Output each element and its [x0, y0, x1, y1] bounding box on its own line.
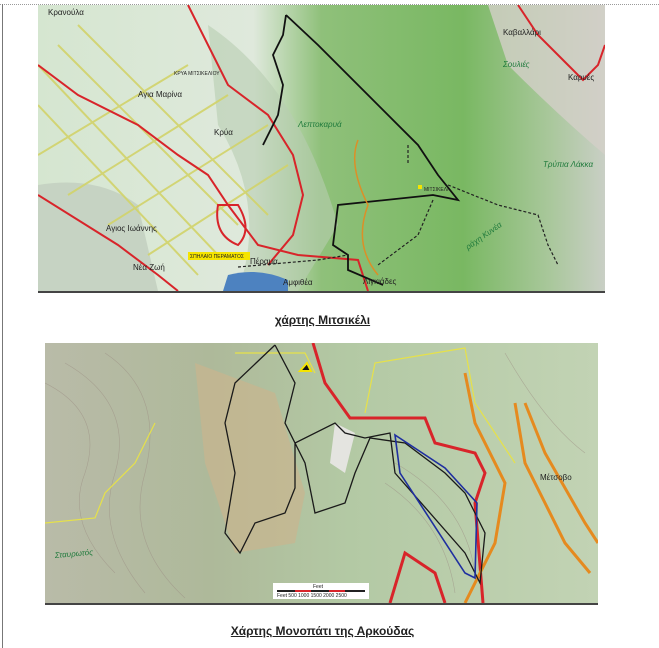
route-line [393, 433, 478, 580]
label-spilaio: ΣΠΗΛΑΙΟ ΠΕΡΑΜΑΤΟΣ [190, 254, 244, 260]
label-nea-zoi: Νέα Ζωή [133, 263, 165, 272]
label-perama: Πέραμα [250, 257, 278, 266]
label-kavallari: Καβαλλάρι [503, 28, 541, 37]
trail-loop [224, 344, 486, 586]
page-left-border [2, 4, 3, 648]
label-metsovo: Μέτσοβο [540, 473, 572, 482]
page-top-border [0, 4, 659, 5]
mitsikeli-map: Κρανούλα Καβαλλάρι Καρυές ΚΡΥΑ ΜΙΤΣΙΚΕΛΙ… [38, 5, 605, 293]
scale-bar: Feet Feet 500 1000 1500 2000 2500 [273, 583, 369, 599]
label-leptokarya: Λεπτοκαρυά [297, 120, 342, 129]
label-amfithea: Αμφιθέα [283, 278, 313, 287]
terrain [45, 343, 598, 603]
map-caption-mitsikeli: χάρτης Μιτσικέλι [274, 313, 371, 327]
roads [38, 5, 605, 291]
label-karyes: Καρυές [568, 73, 594, 82]
map-caption-bear-trail: Χάρτης Μονοπάτι της Αρκούδας [230, 624, 415, 638]
label-trypia-lakka: Τρύπια Λάκκα [543, 160, 593, 169]
roads [311, 343, 487, 603]
tracks [463, 372, 598, 603]
label-lygkiades: Λιγκιάδες [363, 277, 397, 286]
label-krya-mitsikeliou: ΚΡΥΑ ΜΙΤΣΙΚΕΛΙΟΥ [174, 71, 220, 77]
label-krya: Κρύα [214, 128, 233, 137]
label-agia-marina: Αγια Μαρίνα [138, 90, 182, 99]
label-kranoula: Κρανούλα [48, 8, 84, 17]
label-souliies: Σουλιές [502, 60, 530, 69]
scale-title: Feet [313, 584, 324, 590]
label-agios-ioannis: Αγιος Ιωάννης [106, 224, 157, 233]
label-stavrostos: Σταυρωτός [53, 548, 93, 560]
scale-ticks: Feet 500 1000 1500 2000 2500 [277, 593, 347, 599]
bear-trail-map: Μέτσοβο Σταυρωτός Feet Feet 500 1000 150… [45, 343, 598, 605]
label-mitsikeli: ΜΙΤΣΙΚΕΛΙ [424, 187, 449, 193]
